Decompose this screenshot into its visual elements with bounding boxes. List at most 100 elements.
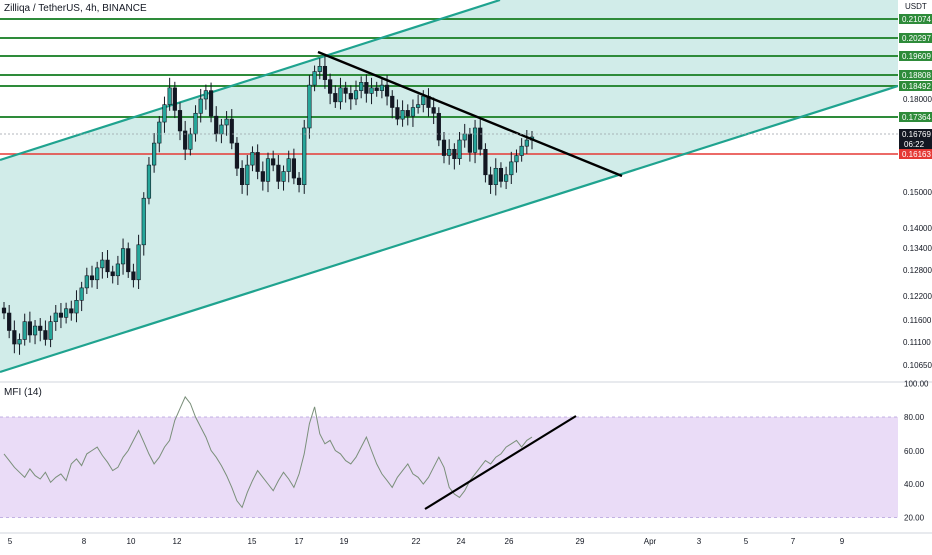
candle-down[interactable]: [276, 164, 281, 182]
candle-up[interactable]: [245, 164, 250, 185]
candle-down[interactable]: [364, 82, 369, 94]
candle-down[interactable]: [467, 133, 472, 153]
candle-down[interactable]: [374, 87, 379, 91]
candle-down[interactable]: [328, 79, 333, 94]
candle-down[interactable]: [431, 107, 436, 114]
candle-down[interactable]: [296, 177, 302, 185]
candle-up[interactable]: [48, 321, 53, 340]
candle-down[interactable]: [131, 271, 136, 281]
candle-up[interactable]: [400, 110, 405, 120]
candle-up[interactable]: [193, 112, 198, 135]
candle-up[interactable]: [152, 142, 157, 166]
candle-down[interactable]: [441, 139, 447, 156]
candle-up[interactable]: [100, 259, 105, 269]
candle-up[interactable]: [84, 275, 89, 289]
candle-up[interactable]: [203, 90, 208, 100]
candle-up[interactable]: [524, 139, 529, 147]
candle-up[interactable]: [136, 244, 141, 281]
candle-down[interactable]: [177, 110, 183, 132]
candle-down[interactable]: [110, 271, 115, 277]
candle-down[interactable]: [229, 118, 234, 144]
candle-down[interactable]: [384, 84, 390, 97]
candle-up[interactable]: [64, 308, 69, 318]
candle-down[interactable]: [27, 321, 32, 336]
candle-up[interactable]: [250, 152, 255, 166]
candle-up[interactable]: [188, 133, 193, 150]
candle-up[interactable]: [457, 139, 462, 159]
candle-up[interactable]: [509, 161, 514, 176]
candle-up[interactable]: [115, 263, 120, 277]
candle-up[interactable]: [167, 87, 172, 105]
candle-up[interactable]: [120, 248, 126, 265]
candle-up[interactable]: [79, 287, 84, 301]
candle-up[interactable]: [74, 300, 79, 314]
candle-up[interactable]: [410, 107, 416, 117]
candle-up[interactable]: [219, 124, 224, 135]
candle-down[interactable]: [126, 248, 131, 273]
candle-down[interactable]: [478, 127, 483, 150]
candle-up[interactable]: [462, 133, 467, 141]
mfi-uptrend-line[interactable]: [424, 415, 577, 510]
candle-up[interactable]: [141, 197, 146, 246]
candle-down[interactable]: [498, 167, 504, 182]
candle-up[interactable]: [198, 98, 203, 114]
candle-down[interactable]: [260, 171, 265, 182]
candle-down[interactable]: [208, 90, 214, 117]
candle-down[interactable]: [390, 95, 395, 108]
candle-down[interactable]: [89, 275, 95, 281]
candle-down[interactable]: [1, 307, 7, 314]
candle-up[interactable]: [317, 65, 322, 72]
candle-down[interactable]: [240, 167, 245, 185]
candle-down[interactable]: [436, 112, 441, 141]
candle-up[interactable]: [307, 84, 312, 129]
candle-up[interactable]: [493, 167, 498, 185]
candle-down[interactable]: [105, 259, 110, 273]
candle-down[interactable]: [234, 142, 240, 169]
candle-down[interactable]: [255, 152, 260, 172]
candle-down[interactable]: [343, 87, 348, 94]
candle-down[interactable]: [172, 87, 177, 111]
candle-down[interactable]: [43, 330, 48, 340]
candle-down[interactable]: [38, 325, 43, 331]
candle-down[interactable]: [214, 115, 219, 135]
candle-up[interactable]: [286, 158, 291, 172]
candle-up[interactable]: [281, 171, 286, 182]
candle-up[interactable]: [416, 104, 421, 108]
candle-up[interactable]: [379, 84, 384, 91]
candle-down[interactable]: [291, 158, 296, 179]
candle-up[interactable]: [472, 127, 478, 153]
candle-up[interactable]: [359, 82, 364, 91]
candle-up[interactable]: [162, 104, 167, 123]
candle-up[interactable]: [224, 118, 229, 126]
candle-up[interactable]: [447, 148, 452, 156]
candle-up[interactable]: [353, 90, 359, 100]
candle-down[interactable]: [483, 148, 488, 176]
candle-down[interactable]: [271, 158, 276, 166]
candle-up[interactable]: [312, 71, 317, 86]
candle-up[interactable]: [519, 145, 524, 156]
candle-up[interactable]: [302, 127, 307, 185]
candle-up[interactable]: [265, 158, 271, 182]
channel-upper-line[interactable]: [0, 0, 501, 162]
candle-down[interactable]: [452, 148, 457, 159]
candle-up[interactable]: [514, 155, 519, 163]
candle-up[interactable]: [369, 87, 374, 94]
candle-down[interactable]: [7, 312, 12, 331]
candle-up[interactable]: [17, 339, 22, 345]
candle-down[interactable]: [69, 308, 74, 314]
candle-up[interactable]: [53, 312, 58, 322]
candle-down[interactable]: [58, 312, 64, 318]
candle-up[interactable]: [157, 121, 162, 144]
candle-down[interactable]: [488, 174, 493, 185]
candle-up[interactable]: [504, 174, 509, 182]
candle-up[interactable]: [146, 164, 152, 199]
candle-down[interactable]: [395, 107, 400, 120]
candle-down[interactable]: [322, 65, 328, 80]
candle-down[interactable]: [348, 93, 353, 100]
candle-up[interactable]: [338, 87, 343, 103]
candle-down[interactable]: [405, 110, 410, 117]
mfi-series-line[interactable]: [3, 395, 533, 509]
candle-up[interactable]: [95, 267, 100, 281]
